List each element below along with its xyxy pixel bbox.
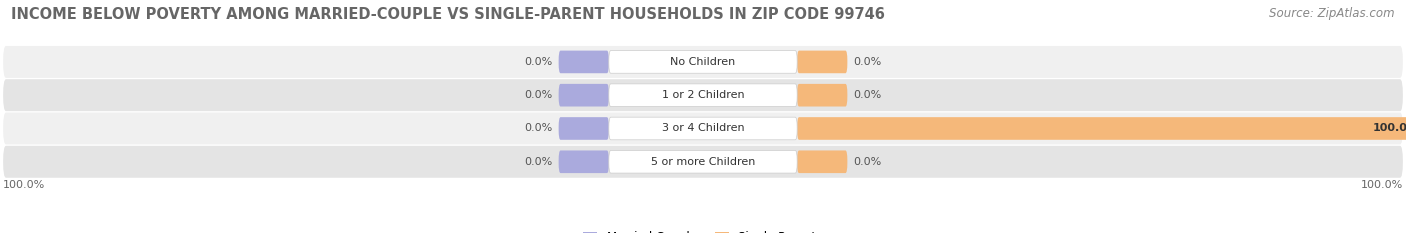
Text: 1 or 2 Children: 1 or 2 Children <box>662 90 744 100</box>
Text: 0.0%: 0.0% <box>524 90 553 100</box>
FancyBboxPatch shape <box>558 151 609 173</box>
FancyBboxPatch shape <box>558 51 609 73</box>
Legend: Married Couples, Single Parents: Married Couples, Single Parents <box>579 226 827 233</box>
FancyBboxPatch shape <box>797 84 848 106</box>
Text: 0.0%: 0.0% <box>853 57 882 67</box>
Text: 0.0%: 0.0% <box>524 123 553 134</box>
Text: 100.0%: 100.0% <box>1372 123 1406 134</box>
Text: No Children: No Children <box>671 57 735 67</box>
Text: 0.0%: 0.0% <box>524 157 553 167</box>
FancyBboxPatch shape <box>609 151 797 173</box>
FancyBboxPatch shape <box>3 146 1403 178</box>
Text: 3 or 4 Children: 3 or 4 Children <box>662 123 744 134</box>
Text: 0.0%: 0.0% <box>853 157 882 167</box>
Text: 5 or more Children: 5 or more Children <box>651 157 755 167</box>
Text: Source: ZipAtlas.com: Source: ZipAtlas.com <box>1270 7 1395 20</box>
Text: 100.0%: 100.0% <box>3 180 45 190</box>
FancyBboxPatch shape <box>609 51 797 73</box>
Text: 0.0%: 0.0% <box>853 90 882 100</box>
FancyBboxPatch shape <box>3 79 1403 111</box>
FancyBboxPatch shape <box>609 84 797 106</box>
FancyBboxPatch shape <box>797 51 848 73</box>
FancyBboxPatch shape <box>3 46 1403 78</box>
FancyBboxPatch shape <box>609 117 797 140</box>
Text: 100.0%: 100.0% <box>1361 180 1403 190</box>
Text: 0.0%: 0.0% <box>524 57 553 67</box>
FancyBboxPatch shape <box>797 117 1406 140</box>
FancyBboxPatch shape <box>797 151 848 173</box>
Text: INCOME BELOW POVERTY AMONG MARRIED-COUPLE VS SINGLE-PARENT HOUSEHOLDS IN ZIP COD: INCOME BELOW POVERTY AMONG MARRIED-COUPL… <box>11 7 886 22</box>
FancyBboxPatch shape <box>558 84 609 106</box>
FancyBboxPatch shape <box>3 113 1403 144</box>
FancyBboxPatch shape <box>558 117 609 140</box>
